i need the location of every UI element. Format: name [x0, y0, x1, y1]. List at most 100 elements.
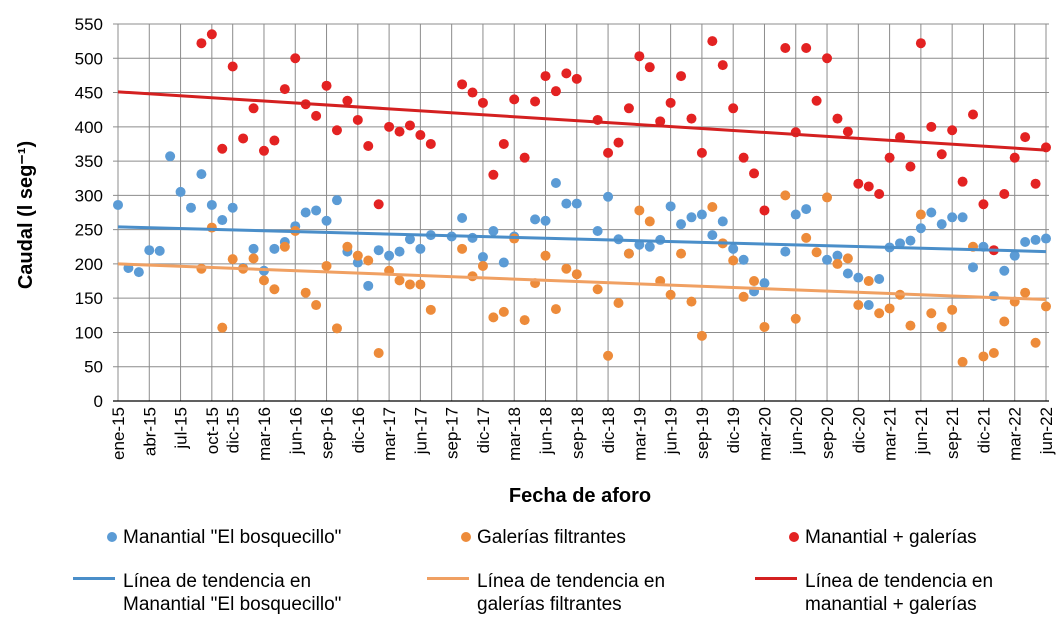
legend-swatch: [461, 532, 471, 542]
y-tick-label: 0: [94, 392, 103, 411]
data-point: [1041, 233, 1051, 244]
data-point: [874, 188, 885, 199]
y-tick-label: 500: [75, 49, 103, 68]
x-tick-label: mar-18: [505, 407, 524, 461]
data-point: [947, 304, 958, 315]
data-point: [926, 121, 937, 132]
data-point: [331, 125, 342, 136]
data-point: [269, 243, 280, 254]
data-point: [603, 147, 614, 158]
data-point: [957, 176, 968, 187]
data-point: [571, 269, 582, 280]
data-point: [926, 308, 937, 319]
data-point: [696, 330, 707, 341]
data-point: [884, 303, 895, 314]
data-point: [571, 198, 582, 209]
data-point: [749, 168, 760, 179]
data-point: [488, 226, 499, 237]
data-point: [217, 143, 228, 154]
x-tick-label: oct-15: [203, 407, 222, 454]
data-point: [686, 296, 697, 307]
data-point: [394, 275, 405, 286]
data-point: [540, 71, 551, 82]
data-point: [613, 137, 624, 148]
x-tick-label: dic-19: [724, 407, 743, 453]
data-point: [227, 61, 238, 72]
data-point: [999, 316, 1010, 327]
data-point: [1009, 250, 1020, 261]
data-point: [863, 276, 874, 287]
data-point: [457, 243, 468, 254]
x-tick-label: abr-15: [140, 407, 159, 456]
data-point: [300, 207, 311, 218]
legend-label: Galerías filtrantes: [477, 527, 626, 548]
data-point: [905, 320, 916, 331]
trend-line: [117, 262, 1047, 302]
data-point: [217, 215, 228, 226]
data-point: [696, 147, 707, 158]
data-point: [279, 84, 290, 95]
x-tick-label: mar-20: [755, 407, 774, 461]
data-point: [999, 188, 1010, 199]
legend-label: Línea de tendencia en galerías filtrante…: [477, 571, 666, 615]
data-point: [363, 141, 374, 152]
x-tick-label: jun-18: [537, 407, 556, 455]
data-point: [113, 199, 123, 210]
data-point: [853, 300, 864, 311]
y-tick-label: 550: [75, 15, 103, 34]
data-point: [488, 312, 499, 323]
x-tick-label: dic-15: [224, 407, 243, 453]
data-point: [759, 278, 770, 289]
data-point: [196, 38, 207, 49]
data-point: [884, 152, 895, 163]
data-point: [185, 202, 196, 213]
data-point: [780, 246, 791, 257]
data-point: [154, 245, 165, 256]
data-point: [311, 110, 322, 121]
data-point: [467, 87, 478, 98]
data-point: [404, 120, 415, 131]
x-tick-label: jun-17: [411, 407, 430, 455]
data-point: [342, 241, 353, 252]
data-point: [863, 300, 874, 311]
data-point: [749, 276, 760, 287]
data-point: [321, 80, 332, 91]
data-point: [676, 71, 687, 82]
y-tick-label: 50: [84, 358, 103, 377]
data-point: [676, 248, 687, 259]
data-point: [905, 235, 916, 246]
data-point: [665, 201, 676, 212]
data-point: [488, 169, 499, 180]
data-point: [227, 254, 238, 265]
data-point: [790, 313, 801, 324]
data-point: [311, 205, 322, 216]
data-point: [728, 243, 739, 254]
data-point: [957, 356, 968, 367]
data-point: [217, 322, 228, 333]
data-point: [592, 284, 603, 295]
x-tick-label: mar-19: [630, 407, 649, 461]
data-point: [926, 207, 937, 218]
data-point: [415, 279, 426, 290]
legend-swatch: [755, 577, 797, 580]
legend-swatch: [107, 532, 117, 542]
data-point: [832, 113, 843, 124]
data-point: [801, 232, 812, 243]
data-point: [707, 36, 718, 47]
data-point: [561, 68, 572, 79]
data-point: [811, 247, 822, 258]
y-tick-label: 250: [75, 221, 103, 240]
data-point: [373, 199, 384, 210]
data-point: [936, 219, 947, 230]
data-point: [561, 198, 572, 209]
data-point: [738, 152, 749, 163]
data-point: [915, 209, 926, 220]
x-tick-label: ene-15: [109, 407, 128, 460]
data-point: [352, 114, 363, 125]
data-point: [874, 308, 885, 319]
data-point: [1020, 287, 1031, 298]
data-point: [801, 42, 812, 53]
data-point: [780, 190, 791, 201]
data-point: [1009, 152, 1020, 163]
data-point: [947, 125, 958, 136]
